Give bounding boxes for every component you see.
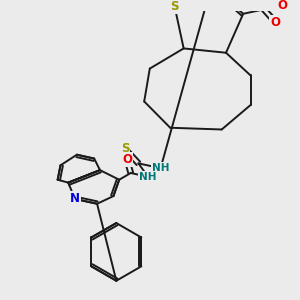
Text: S: S (170, 0, 179, 13)
Text: S: S (121, 142, 129, 155)
Text: N: N (70, 193, 80, 206)
Text: O: O (122, 153, 132, 166)
Text: O: O (271, 16, 281, 29)
Text: NH: NH (152, 163, 169, 173)
Text: NH: NH (139, 172, 157, 182)
Text: O: O (278, 0, 288, 12)
